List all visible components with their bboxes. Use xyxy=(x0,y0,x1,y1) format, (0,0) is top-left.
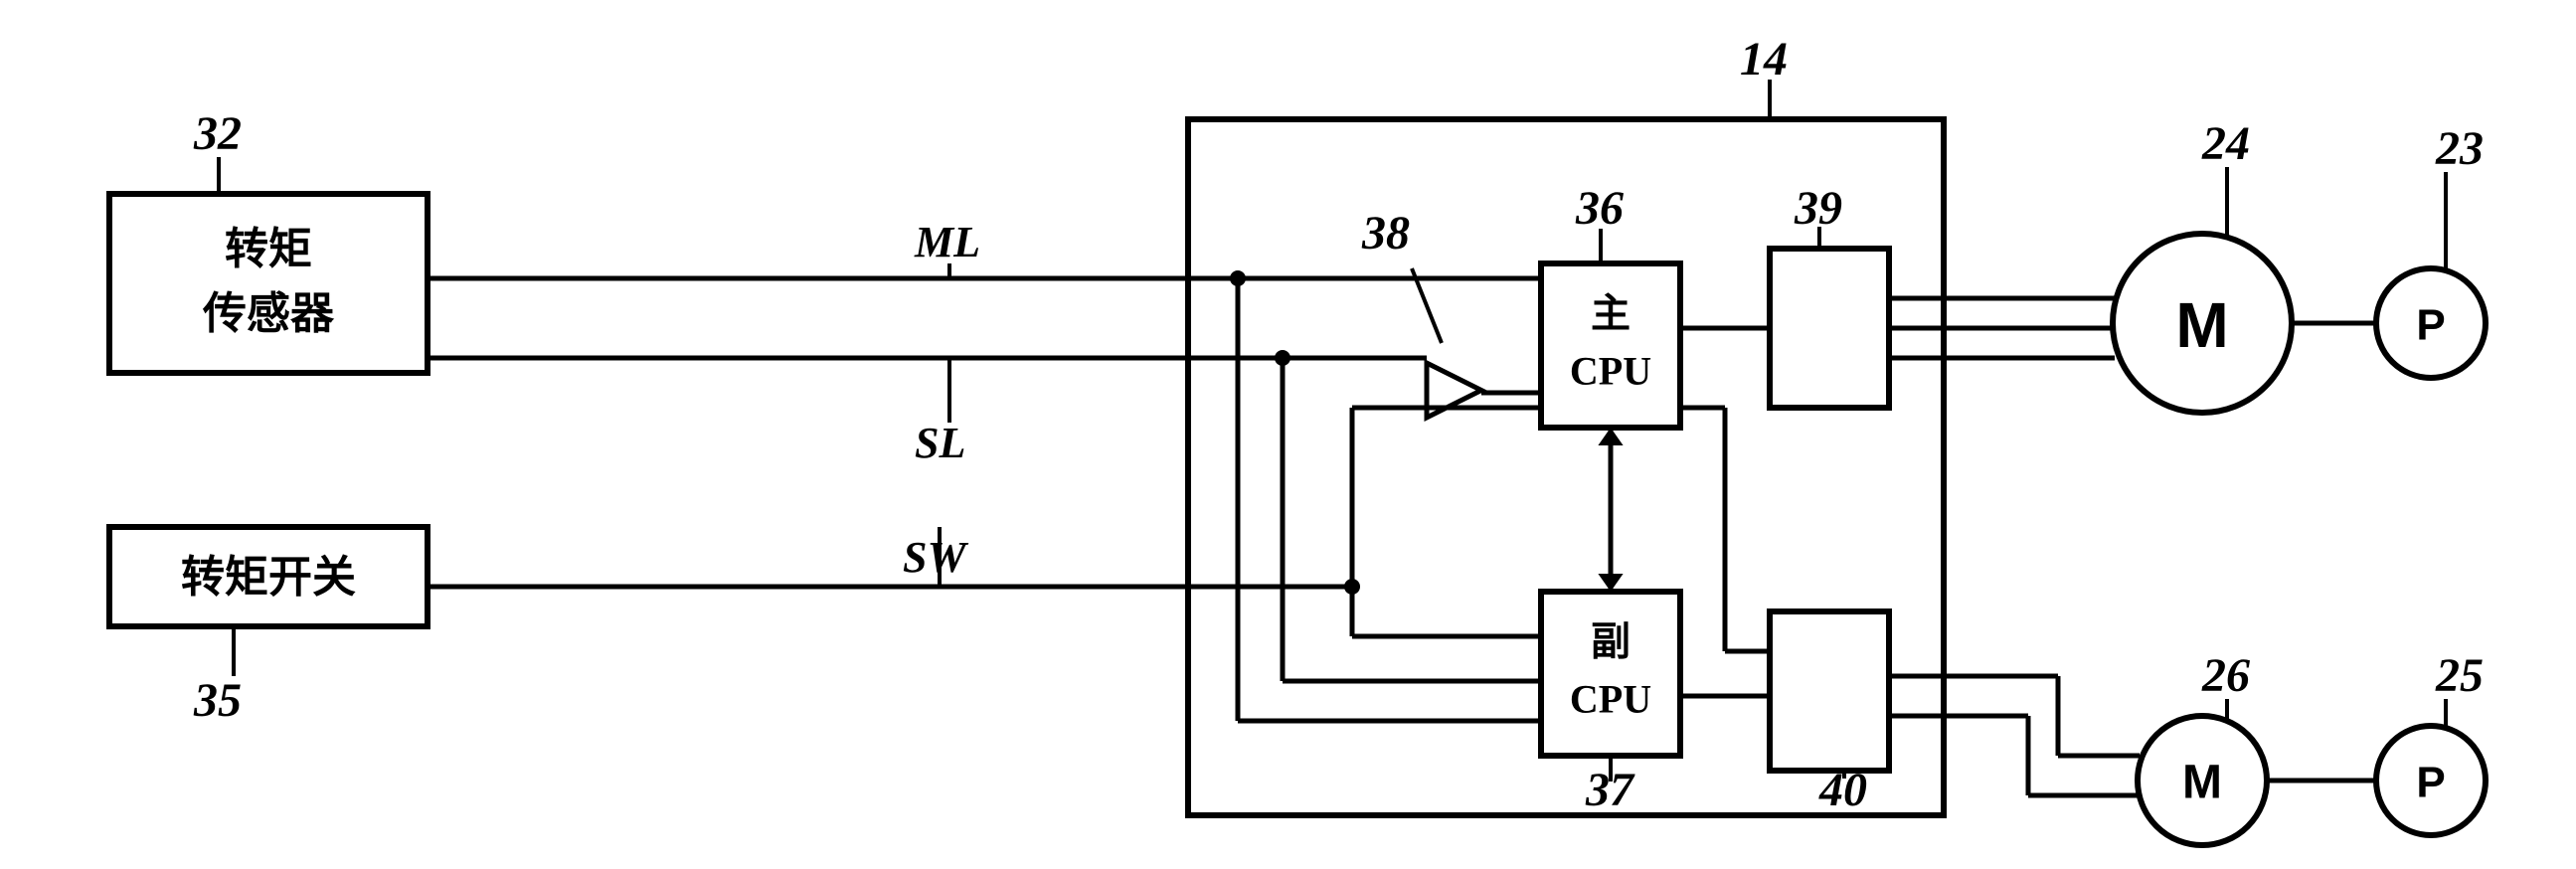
ref-24: 24 xyxy=(2201,117,2250,170)
svg-text:M: M xyxy=(2182,757,2222,809)
ref-37: 37 xyxy=(1585,764,1635,816)
svg-text:CPU: CPU xyxy=(1570,349,1651,394)
ref-40: 40 xyxy=(1818,764,1867,816)
svg-text:传感器: 传感器 xyxy=(202,289,335,338)
svg-text:P: P xyxy=(2416,301,2445,350)
svg-text:转矩开关: 转矩开关 xyxy=(181,553,356,602)
ref-38: 38 xyxy=(1361,207,1410,260)
ref-26: 26 xyxy=(2201,649,2250,702)
ref-39: 39 xyxy=(1794,182,1842,235)
svg-text:M: M xyxy=(2175,289,2228,361)
engineering-diagram: 转矩传感器转矩开关 主 CPU 副 CPU M P M P 14 32 24 23 36 39 38 35 37 4… xyxy=(0,0,2576,869)
ref-23: 23 xyxy=(2435,122,2484,175)
svg-text:主: 主 xyxy=(1591,291,1631,336)
svg-text:P: P xyxy=(2416,759,2445,807)
ref-14: 14 xyxy=(1740,33,1788,86)
signal-SW: SW xyxy=(903,533,968,582)
signal-ML: ML xyxy=(914,218,980,266)
ref-25: 25 xyxy=(2435,649,2484,702)
svg-text:CPU: CPU xyxy=(1570,677,1651,722)
ref-32: 32 xyxy=(193,107,242,160)
svg-text:副: 副 xyxy=(1591,619,1631,664)
ref-35: 35 xyxy=(193,674,242,727)
signal-SL: SL xyxy=(915,419,965,467)
svg-text:转矩: 转矩 xyxy=(225,225,312,273)
ref-36: 36 xyxy=(1575,182,1624,235)
